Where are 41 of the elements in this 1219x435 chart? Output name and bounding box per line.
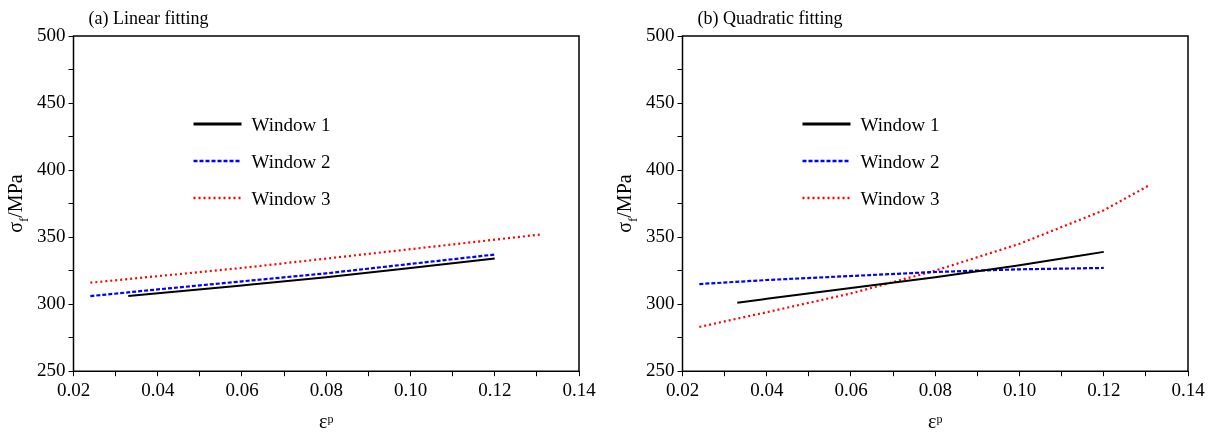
x-tick-label: 0.14 [562, 378, 597, 400]
x-tick-label: 0.14 [1171, 378, 1206, 400]
y-tick-label: 350 [37, 225, 66, 247]
x-tick-label: 0.10 [1002, 378, 1037, 400]
x-tick-label: 0.08 [918, 378, 952, 400]
chart-title: (b) Quadratic fitting [697, 8, 843, 29]
x-tick-label: 0.12 [1087, 378, 1121, 400]
y-tick-label: 250 [37, 359, 66, 381]
x-tick-label: 0.02 [665, 378, 700, 400]
chart-title: (a) Linear fitting [88, 8, 209, 29]
y-axis-title: σf/MPa [613, 174, 640, 233]
y-tick-label: 450 [646, 91, 675, 113]
x-tick-label: 0.10 [393, 378, 428, 400]
x-tick-label: 0.12 [478, 378, 512, 400]
legend-label: Window 3 [860, 188, 940, 209]
x-tick-label: 0.08 [309, 378, 343, 400]
legend-label: Window 1 [860, 114, 940, 135]
y-tick-label: 250 [646, 359, 675, 381]
legend-label: Window 2 [860, 151, 940, 172]
legend-label: Window 3 [251, 188, 331, 209]
y-tick-label: 500 [646, 23, 675, 45]
y-tick-label: 400 [37, 158, 66, 180]
legend-label: Window 1 [251, 114, 331, 135]
line-series [698, 266, 1105, 286]
x-tick-label: 0.06 [834, 378, 868, 400]
y-tick-label: 400 [646, 158, 675, 180]
line-series [89, 233, 543, 284]
x-tick-label: 0.04 [750, 378, 784, 400]
x-axis-title: εᵖ [318, 410, 334, 432]
y-tick-label: 450 [37, 91, 66, 113]
y-tick-label: 300 [646, 292, 675, 314]
line-series [89, 253, 496, 298]
x-tick-label: 0.04 [141, 378, 175, 400]
x-tick-label: 0.02 [56, 378, 91, 400]
x-axis-title: εᵖ [927, 410, 943, 432]
y-axis-title: σf/MPa [4, 174, 31, 233]
legend-label: Window 2 [251, 151, 331, 172]
x-tick-label: 0.06 [225, 378, 259, 400]
y-tick-label: 300 [37, 292, 66, 314]
y-tick-label: 350 [646, 225, 675, 247]
y-tick-label: 500 [37, 23, 66, 45]
